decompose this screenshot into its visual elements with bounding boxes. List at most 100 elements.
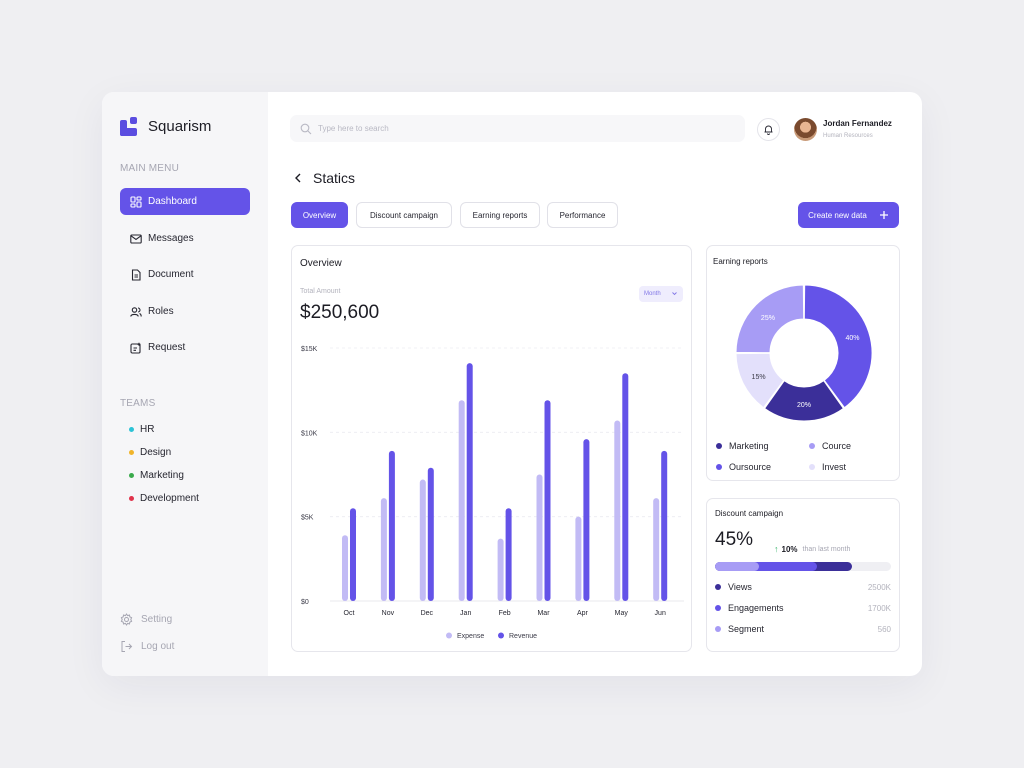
slice-label: 15% <box>752 374 766 381</box>
legend-dot <box>809 443 815 449</box>
tab-overview[interactable]: Overview <box>291 202 348 228</box>
team-item-design[interactable]: Design <box>129 447 171 458</box>
discount-campaign-card: Discount campaign 45% ↑ 10% than last mo… <box>706 498 900 652</box>
gear-icon <box>120 613 133 626</box>
legend-label: Expense <box>457 633 484 640</box>
sidebar-item-dashboard[interactable]: Dashboard <box>120 188 250 215</box>
period-select[interactable]: Month <box>639 286 683 302</box>
x-tick-label: Oct <box>344 610 355 617</box>
change-note: than last month <box>802 545 851 553</box>
stat-value: 1700K <box>867 603 891 613</box>
legend-label: Revenue <box>509 633 537 640</box>
legend-label: Marketing <box>729 441 769 451</box>
x-tick-label: Jan <box>460 610 471 617</box>
x-tick-label: Jun <box>655 610 666 617</box>
legend-dot <box>809 464 815 470</box>
logout-icon <box>121 641 133 652</box>
slice-label: 40% <box>845 335 859 342</box>
team-item-development[interactable]: Development <box>129 493 199 504</box>
discount-change: ↑ 10% than last month <box>774 544 850 554</box>
setting-link[interactable]: Setting <box>120 613 172 626</box>
bar-expense <box>536 474 543 601</box>
sidebar: Squarism MAIN MENU Dashboard Messages Do… <box>102 92 268 676</box>
sidebar-item-messages[interactable]: Messages <box>120 225 250 252</box>
sidebar-item-label: Request <box>148 342 186 353</box>
bar-revenue <box>350 508 356 601</box>
stat-views: Views 2500K <box>715 582 891 592</box>
legend-dot <box>498 632 504 639</box>
bar-revenue <box>544 400 551 601</box>
discount-title: Discount campaign <box>715 509 784 518</box>
team-color-dot <box>129 450 134 455</box>
slice-label: 25% <box>761 315 775 322</box>
sidebar-item-label: Messages <box>148 233 194 244</box>
discount-percent: 45% <box>715 529 754 550</box>
notification-button[interactable] <box>757 118 780 141</box>
sidebar-item-document[interactable]: Document <box>120 261 250 288</box>
bar-revenue <box>388 450 395 601</box>
user-name: Jordan Fernandez <box>823 119 892 128</box>
users-icon <box>130 306 142 317</box>
stat-label: Views <box>728 582 752 592</box>
sidebar-item-request[interactable]: Request <box>120 334 250 361</box>
bar-revenue <box>622 373 629 601</box>
bar-expense <box>614 420 621 601</box>
dashboard-icon <box>130 195 142 208</box>
team-item-marketing[interactable]: Marketing <box>129 470 184 481</box>
team-item-hr[interactable]: HR <box>129 424 154 435</box>
search-input[interactable] <box>318 124 718 133</box>
slice-cource <box>735 284 805 354</box>
logo-icon <box>120 117 139 136</box>
team-label: Design <box>140 447 172 458</box>
logout-label: Log out <box>141 641 175 652</box>
search-bar[interactable] <box>290 115 745 142</box>
mail-icon <box>130 233 142 244</box>
earning-reports-card: Earning reports 40% 20% 15% 25% Marketing C… <box>706 245 900 481</box>
plus-icon <box>879 211 888 219</box>
legend-dot <box>716 443 722 449</box>
slice-marketing <box>763 380 845 422</box>
chevron-left-icon[interactable] <box>292 172 304 184</box>
overview-card: Overview Total Amount $250,600 Month $0 $… <box>291 245 692 652</box>
x-tick-label: May <box>615 610 629 617</box>
stat-label: Engagements <box>728 603 784 613</box>
stat-value: 560 <box>877 624 891 634</box>
logout-link[interactable]: Log out <box>120 640 174 653</box>
team-label: HR <box>140 424 155 435</box>
bar-revenue <box>661 450 668 601</box>
stat-engagements: Engagements 1700K <box>715 603 891 613</box>
team-label: Development <box>140 493 199 504</box>
tab-earning-reports[interactable]: Earning reports <box>460 202 540 228</box>
x-tick-label: Mar <box>537 610 550 617</box>
tab-discount-campaign[interactable]: Discount campaign <box>356 202 452 228</box>
logo[interactable]: Squarism <box>120 117 211 136</box>
setting-label: Setting <box>141 614 173 625</box>
x-tick-label: Nov <box>382 610 395 617</box>
bell-icon <box>764 125 773 135</box>
legend-dot <box>715 605 721 611</box>
sidebar-item-roles[interactable]: Roles <box>120 298 250 325</box>
change-value: 10% <box>781 544 798 554</box>
team-color-dot <box>129 427 134 432</box>
bar-expense <box>342 535 348 601</box>
bar-expense <box>458 400 465 601</box>
legend-dot <box>715 584 721 590</box>
search-icon <box>300 123 312 134</box>
tab-performance[interactable]: Performance <box>547 202 618 228</box>
y-tick-label: $10K <box>301 430 318 437</box>
overview-bar-chart: $0 $5K $10K $15K Oct Nov Dec Jan Feb Mar Apr May Jun… <box>301 346 684 640</box>
team-color-dot <box>129 473 134 478</box>
chevron-down-icon <box>672 292 677 296</box>
legend-label: Cource <box>822 441 852 451</box>
request-icon <box>130 342 141 354</box>
bar-expense <box>380 498 387 601</box>
slice-oursource <box>803 284 873 409</box>
create-new-data-button[interactable]: Create new data <box>798 202 899 228</box>
avatar[interactable] <box>794 118 817 141</box>
legend-dot <box>446 632 452 639</box>
y-tick-label: $5K <box>301 515 314 522</box>
bar-revenue <box>427 467 434 601</box>
legend-invest: Invest <box>809 462 846 472</box>
slice-label: 20% <box>797 402 811 409</box>
total-amount-label: Total Amount <box>300 288 341 295</box>
